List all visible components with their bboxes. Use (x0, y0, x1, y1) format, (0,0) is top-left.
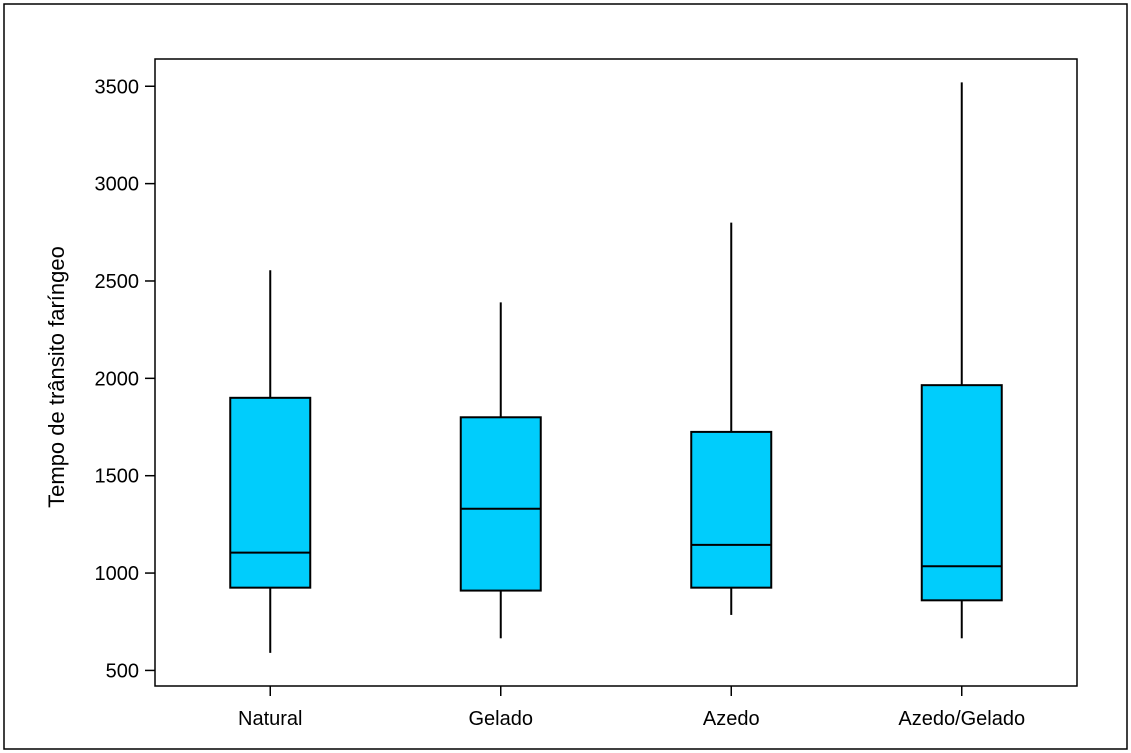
y-axis-title: Tempo de trânsito faríngeo (44, 246, 69, 508)
y-tick-label: 2500 (95, 271, 140, 293)
y-tick-label: 2000 (95, 368, 140, 390)
iqr-box (459, 416, 542, 592)
boxplot-gelado (459, 302, 542, 639)
y-tick-label: 1500 (95, 466, 140, 488)
y-tick-label: 500 (106, 660, 139, 682)
boxplot-azedo-gelado (920, 82, 1003, 639)
x-tick-label: Azedo (703, 708, 760, 730)
x-tick-label: Azedo/Gelado (898, 708, 1025, 730)
iqr-box (229, 396, 312, 589)
iqr-box (690, 430, 773, 589)
boxplots (229, 82, 1003, 653)
x-tick-label: Natural (238, 708, 302, 730)
boxplot-azedo (690, 222, 773, 615)
y-tick-label: 3500 (95, 76, 140, 98)
x-axis: Natural Gelado Azedo Azedo/Gelado (238, 686, 1025, 730)
iqr-box (920, 384, 1003, 602)
y-tick-label: 3000 (95, 174, 140, 196)
y-axis: 500 1000 1500 2000 2500 3000 3500 (95, 76, 155, 682)
y-tick-label: 1000 (95, 563, 140, 585)
x-tick-label: Gelado (469, 708, 534, 730)
boxplot-natural (229, 270, 312, 653)
